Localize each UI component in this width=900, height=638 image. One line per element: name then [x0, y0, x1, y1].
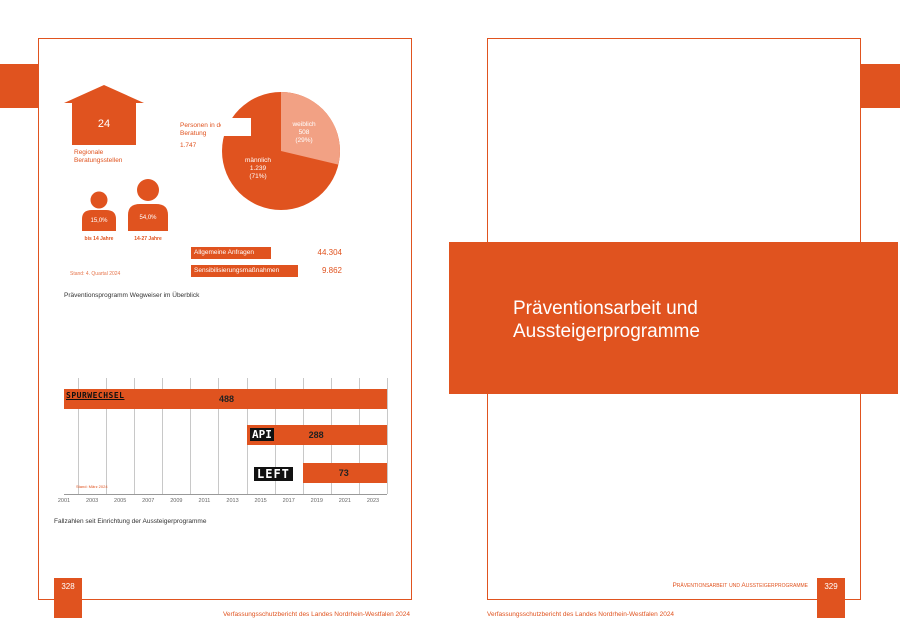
logo-api: API — [250, 428, 274, 441]
chart-bar-value: 73 — [338, 468, 349, 478]
chart-gridline — [218, 378, 220, 494]
house-icon — [64, 85, 144, 145]
logo-spurwechsel: SPURWECHSEL — [66, 391, 125, 400]
pie-male-label: männlich 1.239 (71%) — [244, 157, 271, 180]
x-tick-label: 2001 — [57, 498, 71, 504]
stat-bar-requests: Allgemeine Anfragen — [191, 247, 271, 259]
chart-bar-value: 288 — [308, 430, 324, 440]
age-group-pct-2: 54,0% — [139, 215, 157, 221]
chart-bar-value: 488 — [219, 394, 235, 404]
x-tick-label: 2017 — [282, 498, 295, 504]
chart-bar-spurwechsel — [64, 389, 387, 409]
chart-gridline — [162, 378, 164, 494]
chart-x-axis — [64, 494, 387, 495]
chapter-title: Präventionsarbeit und Aussteigerprogramm… — [513, 298, 700, 342]
chart-gridline — [387, 378, 388, 494]
chart-caption: Fallzahlen seit Einrichtung der Aussteig… — [54, 518, 207, 525]
stat-value-requests: 44.304 — [317, 248, 342, 257]
x-tick-label: 2019 — [310, 498, 323, 504]
chapter-banner — [449, 242, 898, 394]
age-group-pct-1: 15,0% — [90, 218, 108, 224]
chart-gridline — [78, 378, 80, 494]
left-page-frame — [38, 38, 412, 600]
stand-note-1: Stand: 4. Quartal 2024 — [70, 271, 121, 277]
chart-bar-api — [246, 425, 387, 445]
age-group-label-1: bis 14 Jahre — [84, 236, 114, 242]
x-tick-label: 2003 — [85, 498, 99, 504]
x-tick-label: 2007 — [142, 498, 155, 504]
x-tick-label: 2021 — [338, 498, 351, 504]
persons-label: Personen in der Beratung — [180, 122, 226, 137]
x-tick-label: 2005 — [114, 498, 127, 504]
left-side-tab — [0, 64, 38, 108]
chart-gridline — [106, 378, 108, 494]
right-side-tab — [861, 64, 900, 108]
persons-total: 1.747 — [180, 142, 197, 149]
x-tick-label: 2023 — [366, 498, 380, 504]
house-value: 24 — [97, 118, 111, 130]
chart-gridline — [134, 378, 136, 494]
chart-bar-left — [302, 463, 387, 483]
pie-female-label: weiblich 508 (29%) — [292, 121, 316, 144]
right-footer: Verfassungsschutzbericht des Landes Nord… — [487, 611, 675, 618]
infographic-caption: Präventionsprogramm Wegweiser im Überbli… — [64, 292, 200, 299]
x-tick-label: 2015 — [254, 498, 267, 504]
x-tick-label: 2013 — [226, 498, 239, 504]
age-group-label-2: 14-27 Jahre — [134, 236, 162, 242]
x-tick-label: 2009 — [170, 498, 183, 504]
right-page-number: 329 — [824, 582, 838, 591]
pie-white-notch — [221, 118, 251, 136]
person-icon-large — [128, 179, 168, 231]
chart-gridline — [190, 378, 192, 494]
left-page-number-box — [54, 578, 82, 618]
gender-pie-chart — [222, 92, 340, 210]
stat-value-awareness: 9.862 — [321, 266, 342, 275]
pie-slice-female — [281, 92, 340, 165]
logo-left: LEFT — [254, 467, 293, 481]
stat-bar-awareness: Sensibilisierungsmaßnahmen — [191, 265, 298, 277]
left-page-number: 328 — [61, 582, 75, 591]
x-tick-label: 2011 — [198, 498, 211, 504]
person-icon-small — [82, 191, 116, 231]
running-head: Präventionsarbeit und Aussteigerprogramm… — [672, 582, 808, 589]
stand-note-2: Stand: März 2024 — [76, 484, 108, 489]
house-label: Regionale Beratungsstellen — [74, 149, 123, 164]
right-page-number-box — [817, 578, 845, 618]
left-footer: Verfassungsschutzbericht des Landes Nord… — [222, 611, 410, 618]
